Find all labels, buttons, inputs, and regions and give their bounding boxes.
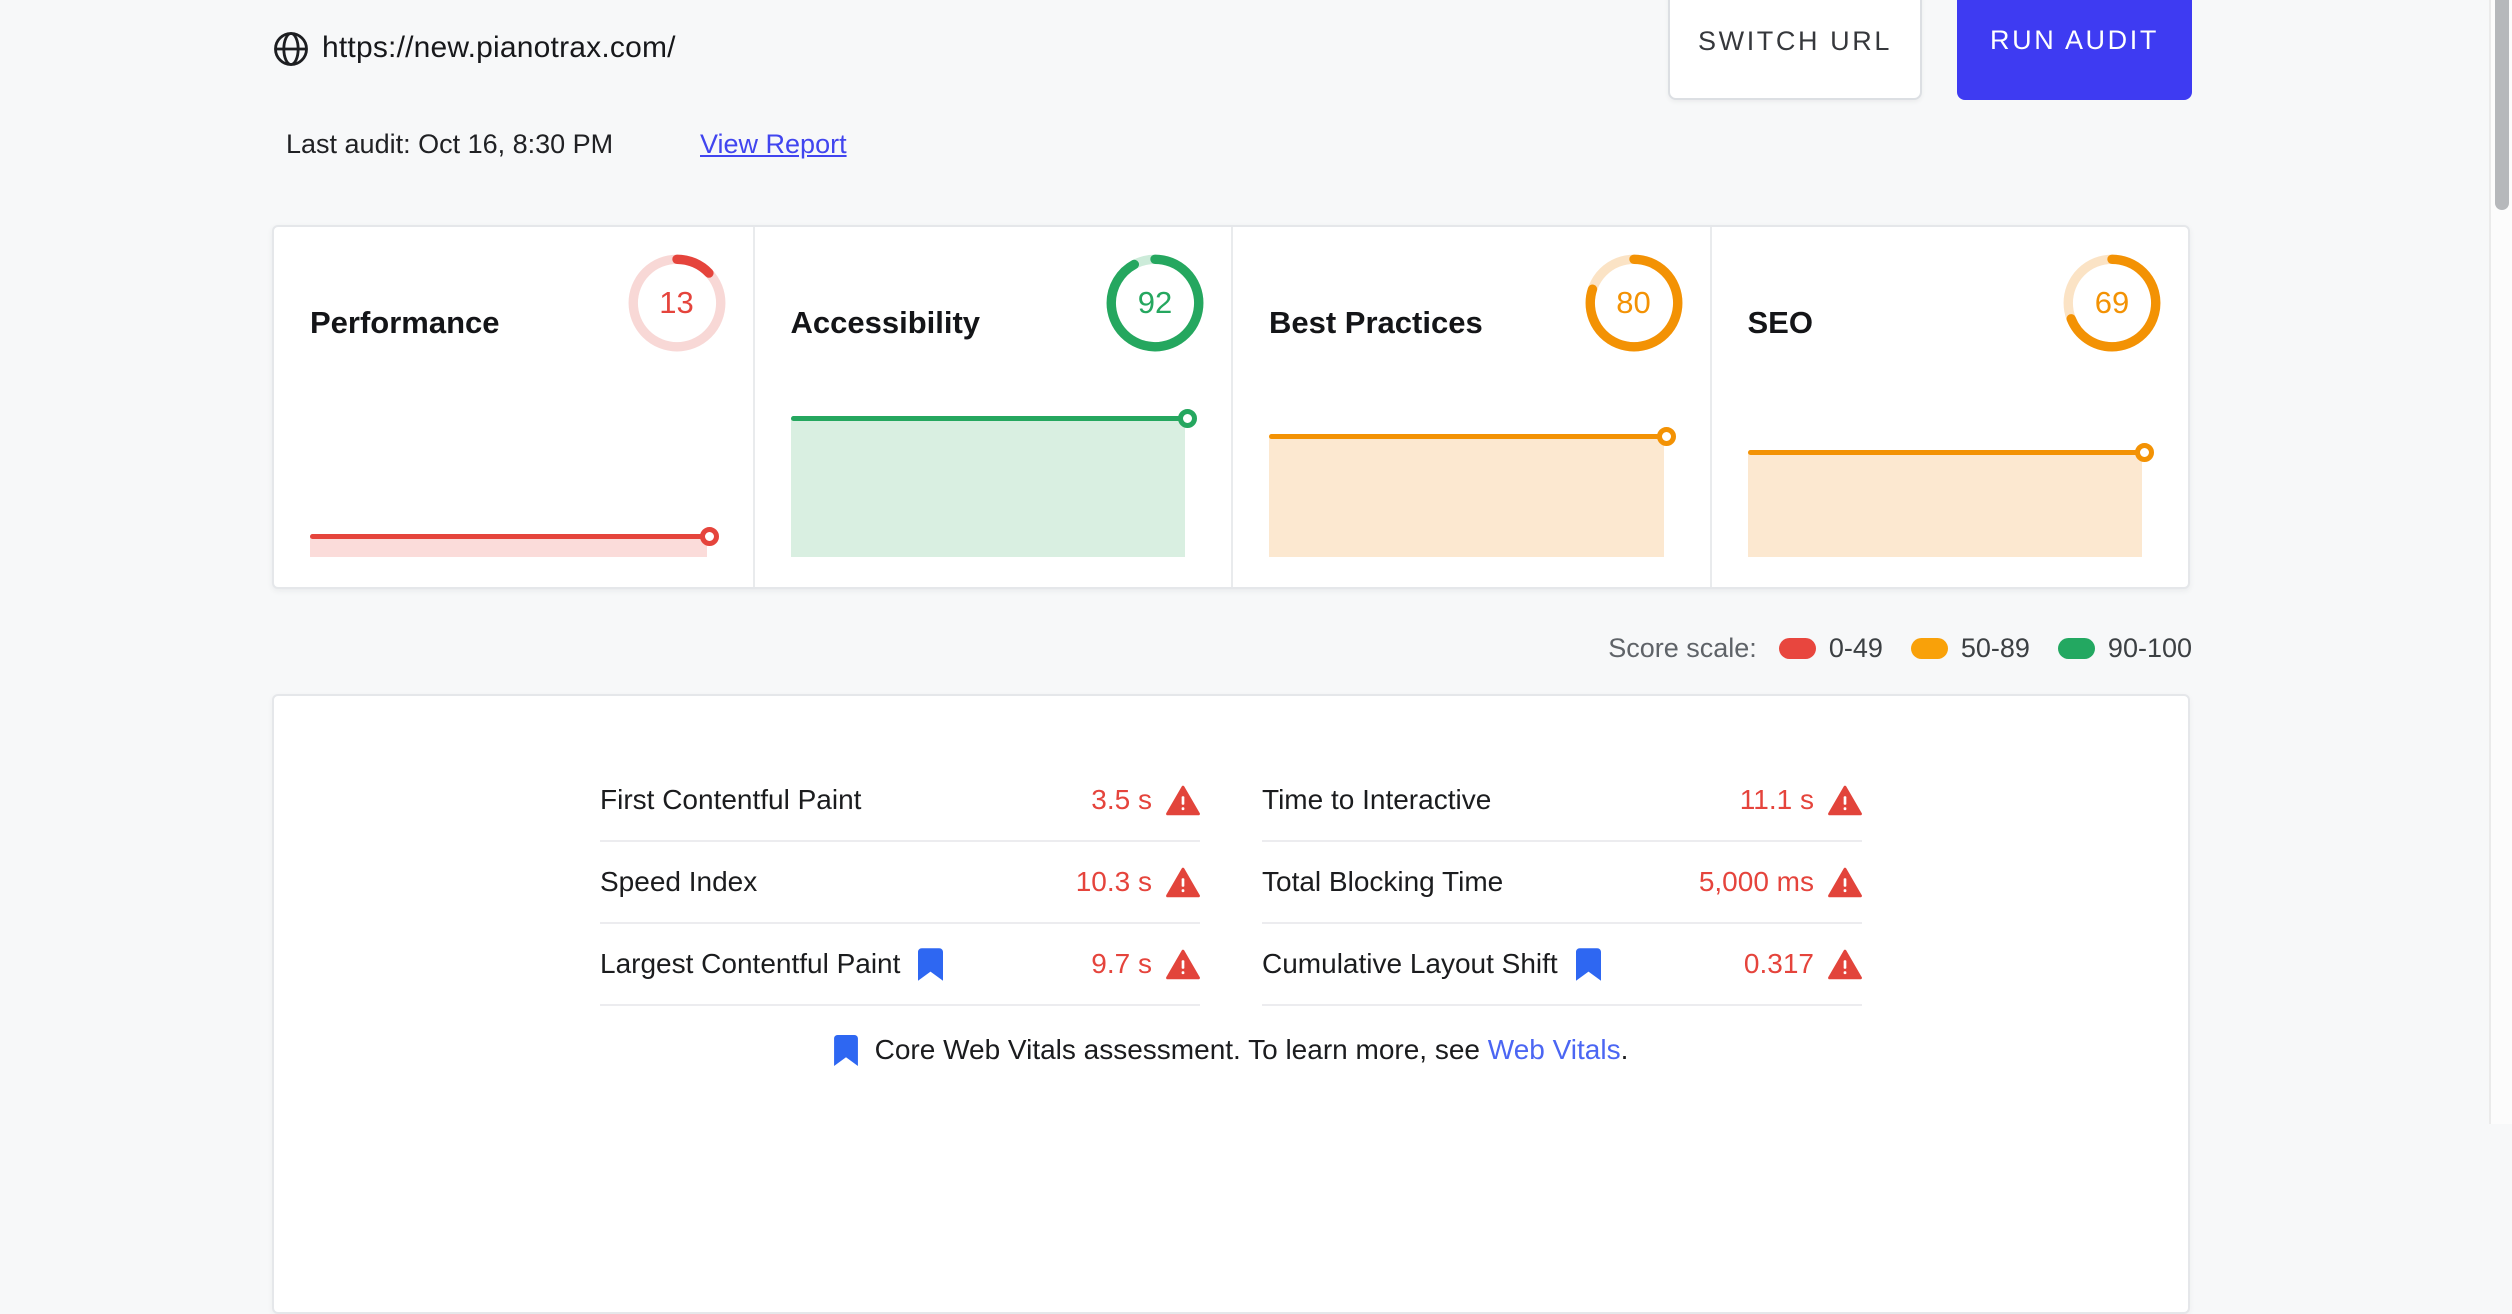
card-title: Performance [310,305,500,340]
score-scale-label: Score scale: [1608,632,1757,663]
metrics-panel: First Contentful Paint 3.5 s Speed Index… [272,694,2190,1314]
score-gauge: 80 [1584,253,1684,353]
web-vitals-link[interactable]: Web Vitals [1487,1034,1621,1065]
metric-label: Speed Index [600,866,758,897]
scale-range-mid: 50-89 [1960,632,2030,663]
score-gauge: 13 [627,253,727,353]
metric-label: First Contentful Paint [600,784,862,815]
scale-pill-orange [1910,637,1948,659]
card-title: Accessibility [790,305,981,340]
sparkline-line [310,534,709,539]
metric-value: 11.1 s [1739,784,1814,815]
gauge-score-arc [1585,254,1682,352]
metric-label: Time to Interactive [1262,784,1492,815]
card-accessibility: Accessibility 92 [752,227,1232,587]
bookmark-icon [833,1034,858,1066]
sparkline-line [790,415,1187,421]
scale-pill-green [2057,637,2095,659]
note-suffix: . [1620,1034,1629,1065]
score-trend-sparkline [1747,405,2154,557]
warning-icon [1166,867,1200,897]
vertical-scrollbar-track[interactable] [2489,0,2512,1124]
metric-value: 10.3 s [1075,866,1152,897]
score-trend-sparkline [790,405,1197,557]
gauge-score-arc [628,254,725,352]
switch-url-button[interactable]: SWITCH URL [1668,0,1922,100]
bookmark-icon [918,947,944,981]
card-title: SEO [1747,305,1813,340]
score-trend-sparkline [1269,405,1676,557]
sparkline-line [1747,450,2144,455]
sparkline-area [790,418,1185,557]
scale-range-low: 0-49 [1828,632,1883,663]
score-value: 69 [2094,285,2130,320]
metric-row-tbt: Total Blocking Time 5,000 ms [1262,842,1862,924]
metric-value: 3.5 s [1091,784,1152,815]
metric-label: Largest Contentful Paint [600,948,901,979]
metric-label: Total Blocking Time [1262,866,1504,897]
score-gauge: 69 [2062,253,2162,353]
metric-row-cls: Cumulative Layout Shift 0.317 [1262,924,1862,1006]
warning-icon [1166,785,1200,815]
scale-range-high: 90-100 [2107,632,2192,663]
metric-value: 0.317 [1743,948,1814,979]
sparkline-endpoint [699,527,719,546]
sparkline-area [310,536,707,557]
card-best-practices: Best Practices 80 [1231,227,1710,587]
warning-icon [1828,949,1862,979]
metrics-grid: First Contentful Paint 3.5 s Speed Index… [600,760,1862,1006]
metrics-column-right: Time to Interactive 11.1 s Total Blockin… [1262,760,1862,1006]
metric-value: 5,000 ms [1698,866,1814,897]
globe-icon [271,29,311,69]
metric-row-speed-index: Speed Index 10.3 s [600,842,1200,924]
score-value: 80 [1616,285,1651,320]
sparkline-endpoint [2135,443,2154,462]
sparkline-area [1747,452,2142,557]
sparkline-endpoint [1656,426,1676,446]
score-scale-legend: Score scale: 0-49 50-89 90-100 [1608,628,2192,668]
score-value: 13 [659,285,694,320]
metric-label: Cumulative Layout Shift [1262,948,1558,979]
note-prefix: Core Web Vitals assessment. To learn mor… [874,1034,1488,1065]
warning-icon [1828,867,1862,897]
bookmark-icon [1575,947,1601,981]
note-text: Core Web Vitals assessment. To learn mor… [875,1034,1629,1066]
metric-value: 9.7 s [1091,948,1152,979]
gauge-score-arc [2063,254,2161,352]
warning-icon [1166,949,1200,979]
card-title: Best Practices [1269,305,1483,340]
audited-url: https://new.pianotrax.com/ [322,31,676,64]
metric-row-tti: Time to Interactive 11.1 s [1262,760,1862,842]
score-value: 92 [1137,285,1173,320]
metric-row-lcp: Largest Contentful Paint 9.7 s [600,924,1200,1006]
card-performance: Performance 13 [274,227,753,587]
run-audit-button[interactable]: RUN AUDIT [1957,0,2192,100]
metrics-column-left: First Contentful Paint 3.5 s Speed Index… [600,760,1200,1006]
metric-row-fcp: First Contentful Paint 3.5 s [600,760,1200,842]
vertical-scrollbar-thumb[interactable] [2495,0,2509,210]
scale-pill-red [1778,637,1816,659]
score-trend-sparkline [310,405,719,557]
sparkline-area [1269,436,1664,557]
gauge-score-arc [1106,254,1204,352]
core-web-vitals-note: Core Web Vitals assessment. To learn mor… [274,1034,2188,1066]
last-audit-timestamp: Last audit: Oct 16, 8:30 PM [286,129,614,159]
view-report-link[interactable]: View Report [700,129,847,159]
warning-icon [1828,785,1862,815]
score-cards-row: Performance 13 Accessibility 92 [272,225,2190,589]
score-gauge: 92 [1105,253,1205,353]
sparkline-line [1269,433,1666,439]
card-seo: SEO 69 [1709,227,2189,587]
sparkline-endpoint [1178,408,1197,428]
